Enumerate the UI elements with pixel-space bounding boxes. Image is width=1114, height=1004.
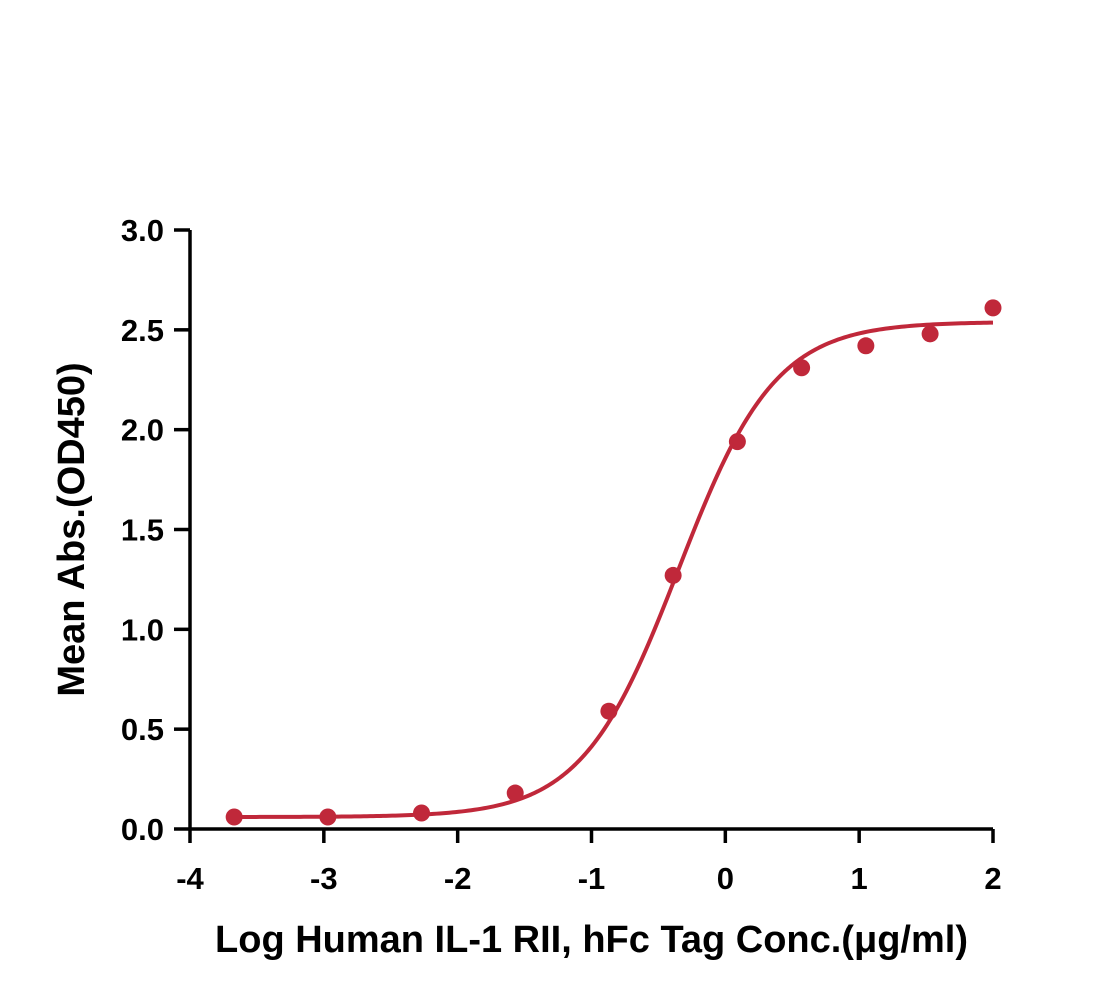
x-axis-title: Log Human IL-1 RII, hFc Tag Conc.(μg/ml) [215,919,968,961]
y-tick-label: 2.5 [121,313,164,348]
data-points-layer [225,299,1002,826]
x-tick-label: 1 [851,861,868,896]
y-tick-label: 0.5 [121,712,164,747]
y-tick-label: 1.0 [121,612,164,647]
data-point [319,808,337,826]
data-point [921,325,939,343]
y-tick-label: 1.5 [121,513,164,548]
x-tick-label: 2 [984,861,1001,896]
x-tick-label: -3 [310,861,338,896]
data-point [984,299,1002,317]
x-tick-label: -1 [578,861,606,896]
fit-curve-layer [234,320,994,819]
data-point [793,359,811,377]
data-point [600,702,618,720]
x-tick-label: -4 [176,861,204,896]
x-tick-label: 0 [717,861,734,896]
x-tick-label: -2 [444,861,472,896]
axis-ticks: -4 -3 -2 -1 0 1 2 0.0 0.5 1.0 1.5 2.0 2.5 3.0 [121,213,1002,896]
y-axis-title: Mean Abs.(OD450) [51,362,93,696]
y-tick-label: 3.0 [121,213,164,248]
axes [188,230,993,831]
data-point [413,804,431,822]
fit-curve [234,320,994,819]
y-tick-label: 0.0 [121,812,164,847]
data-point [664,566,682,584]
data-point [506,784,524,802]
data-point [728,433,746,451]
data-point [857,337,875,355]
y-tick-label: 2.0 [121,413,164,448]
data-point [225,808,243,826]
